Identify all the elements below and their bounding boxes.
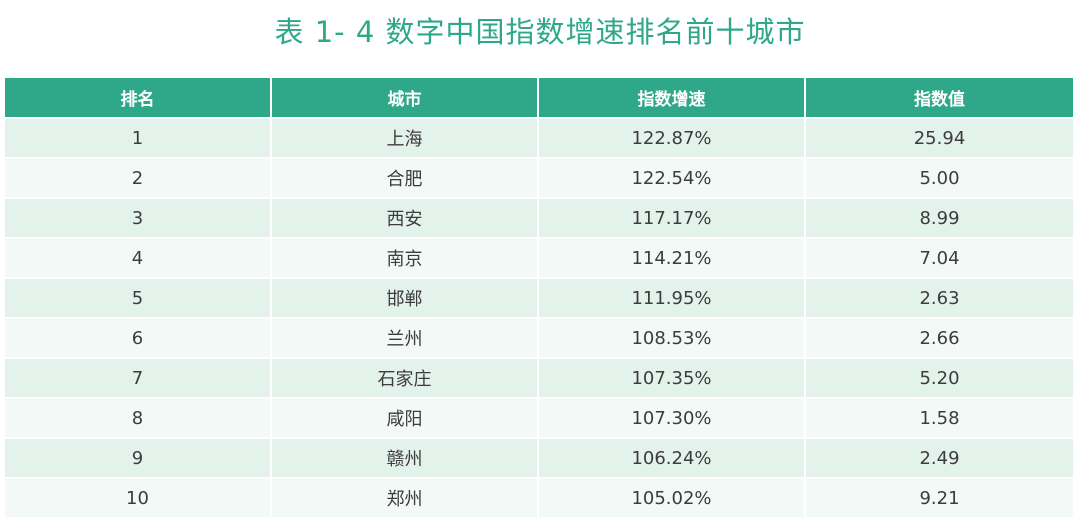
cell-city: 咸阳 [272,397,539,437]
table-row: 10 郑州 105.02% 9.21 [5,477,1073,517]
cell-growth-rate: 122.87% [539,117,806,157]
cell-growth-rate: 105.02% [539,477,806,517]
cell-city: 南京 [272,237,539,277]
header-index-value: 指数值 [806,78,1073,117]
cell-rank: 9 [5,437,272,477]
table-row: 1 上海 122.87% 25.94 [5,117,1073,157]
cell-growth-rate: 122.54% [539,157,806,197]
cell-index-value: 1.58 [806,397,1073,437]
cell-rank: 2 [5,157,272,197]
cell-rank: 7 [5,357,272,397]
cell-index-value: 9.21 [806,477,1073,517]
table-row: 7 石家庄 107.35% 5.20 [5,357,1073,397]
ranking-table: 排名 城市 指数增速 指数值 1 上海 122.87% 25.94 2 合肥 1… [5,78,1073,517]
cell-rank: 5 [5,277,272,317]
cell-index-value: 7.04 [806,237,1073,277]
cell-city: 石家庄 [272,357,539,397]
cell-city: 赣州 [272,437,539,477]
cell-growth-rate: 106.24% [539,437,806,477]
cell-city: 西安 [272,197,539,237]
table-row: 5 邯郸 111.95% 2.63 [5,277,1073,317]
cell-index-value: 2.63 [806,277,1073,317]
cell-growth-rate: 114.21% [539,237,806,277]
table-title: 表 1- 4 数字中国指数增速排名前十城市 [274,15,806,49]
table-row: 4 南京 114.21% 7.04 [5,237,1073,277]
cell-city: 上海 [272,117,539,157]
cell-growth-rate: 111.95% [539,277,806,317]
cell-rank: 3 [5,197,272,237]
cell-growth-rate: 117.17% [539,197,806,237]
header-city: 城市 [272,78,539,117]
cell-index-value: 25.94 [806,117,1073,157]
cell-index-value: 2.49 [806,437,1073,477]
table-row: 6 兰州 108.53% 2.66 [5,317,1073,357]
cell-growth-rate: 108.53% [539,317,806,357]
cell-growth-rate: 107.30% [539,397,806,437]
cell-rank: 10 [5,477,272,517]
table-row: 8 咸阳 107.30% 1.58 [5,397,1073,437]
cell-city: 合肥 [272,157,539,197]
cell-index-value: 5.00 [806,157,1073,197]
cell-index-value: 5.20 [806,357,1073,397]
table-row: 3 西安 117.17% 8.99 [5,197,1073,237]
cell-growth-rate: 107.35% [539,357,806,397]
cell-rank: 4 [5,237,272,277]
header-growth-rate: 指数增速 [539,78,806,117]
cell-rank: 6 [5,317,272,357]
cell-index-value: 8.99 [806,197,1073,237]
cell-index-value: 2.66 [806,317,1073,357]
cell-city: 邯郸 [272,277,539,317]
cell-city: 兰州 [272,317,539,357]
cell-rank: 8 [5,397,272,437]
header-rank: 排名 [5,78,272,117]
table-header-row: 排名 城市 指数增速 指数值 [5,78,1073,117]
table-row: 2 合肥 122.54% 5.00 [5,157,1073,197]
cell-rank: 1 [5,117,272,157]
cell-city: 郑州 [272,477,539,517]
table-row: 9 赣州 106.24% 2.49 [5,437,1073,477]
